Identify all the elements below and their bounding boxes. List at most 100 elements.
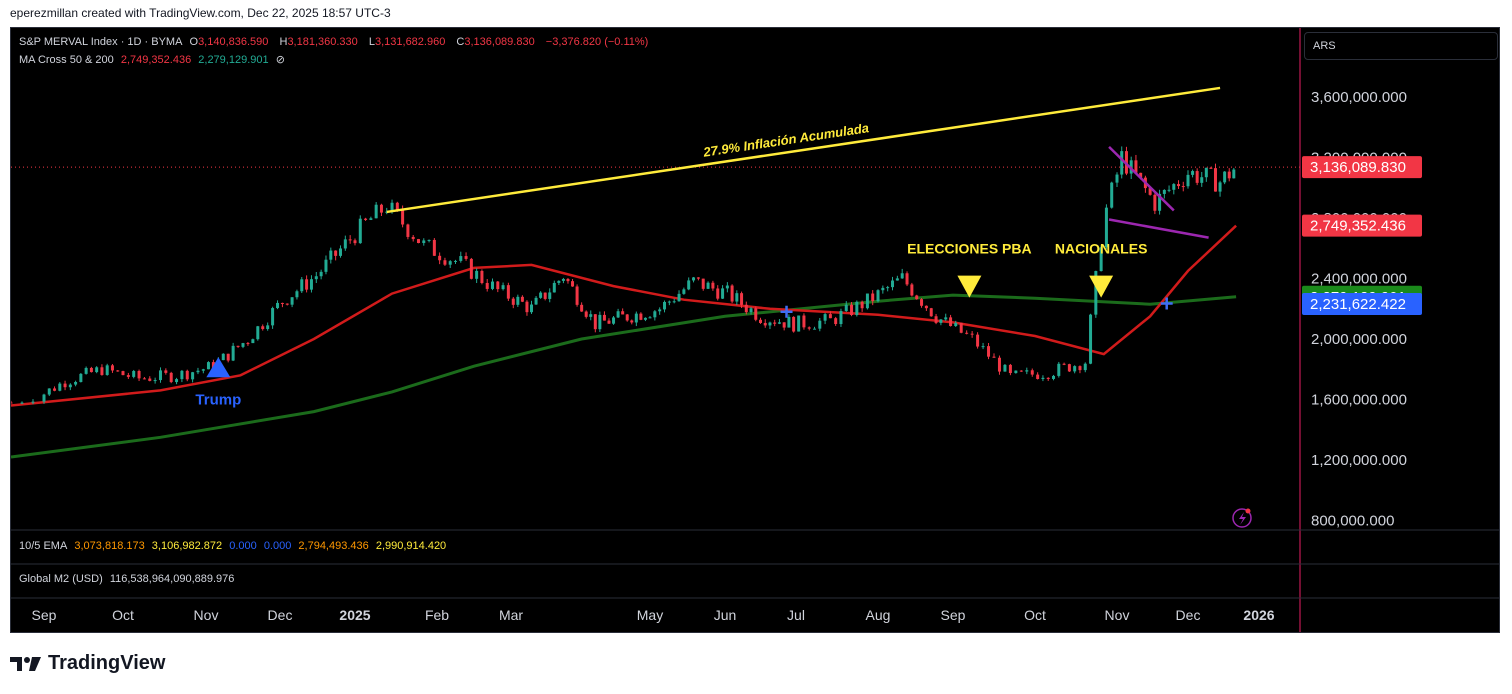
candle — [639, 312, 643, 321]
candle — [886, 285, 890, 292]
candle-body — [834, 318, 838, 325]
price-badge-label: 2,749,352.436 — [1310, 218, 1406, 235]
candle — [871, 290, 875, 306]
candle-body — [648, 317, 652, 319]
candle-body — [1110, 182, 1114, 208]
tradingview-logo[interactable]: TradingView — [10, 652, 165, 675]
candle — [744, 301, 748, 315]
candle-body — [501, 285, 505, 290]
candle-body — [934, 316, 938, 323]
candle — [295, 289, 299, 300]
candle-body — [11, 402, 13, 404]
candle-body — [687, 280, 691, 290]
candle-body — [787, 316, 791, 328]
candle-body — [607, 320, 611, 324]
candle-body — [1052, 375, 1056, 379]
candle — [164, 368, 168, 375]
open-value: 3,140,836.590 — [198, 36, 269, 48]
candle — [314, 271, 318, 284]
candle — [850, 301, 854, 317]
event-arrow-icon — [957, 275, 982, 298]
candle — [1083, 362, 1087, 373]
candle-body — [1213, 168, 1217, 192]
candle-body — [1099, 247, 1103, 272]
candle — [1191, 169, 1195, 178]
candle — [348, 235, 352, 244]
brand-name: TradingView — [48, 652, 166, 674]
candle — [148, 376, 152, 382]
price-chart[interactable]: 3,600,000.0003,200,000.0002,800,000.0002… — [11, 28, 1500, 633]
candle — [865, 293, 869, 310]
candle-body — [459, 256, 463, 261]
candle-body — [241, 343, 245, 347]
currency-selector[interactable]: ARS — [1304, 32, 1498, 60]
candle-body — [1209, 167, 1213, 169]
ma-cross-marker — [1160, 297, 1173, 310]
candle-body — [716, 288, 720, 299]
symbol-legend: S&P MERVAL Index · 1D · BYMA O3,140,836.… — [19, 36, 649, 48]
candle — [169, 371, 173, 384]
candle-body — [110, 365, 114, 371]
candle-body — [706, 282, 710, 289]
candle — [949, 314, 953, 327]
candle-body — [891, 280, 895, 288]
candle-body — [525, 301, 529, 313]
candle — [364, 217, 368, 221]
candle-body — [196, 370, 200, 373]
m2-legend[interactable]: Global M2 (USD) 116,538,964,090,889.976 — [19, 573, 238, 585]
candle — [1158, 189, 1162, 215]
candle-body — [1008, 364, 1012, 374]
candle-body — [116, 370, 120, 372]
candle-body — [802, 315, 806, 328]
candle-body — [236, 345, 240, 347]
candle-body — [561, 278, 565, 281]
x-tick-label: Nov — [194, 607, 219, 623]
y-tick-label: 2,400,000.000 — [1311, 271, 1407, 288]
candle-body — [1227, 171, 1231, 179]
candle-body — [343, 239, 347, 249]
m2-name: Global M2 (USD) — [19, 573, 103, 585]
candle-body — [1030, 370, 1034, 375]
candle-body — [658, 309, 662, 312]
x-tick-label: Nov — [1105, 607, 1130, 623]
candle-body — [965, 332, 969, 334]
candle-body — [121, 371, 125, 376]
candle — [716, 285, 720, 301]
ema-name: 10/5 EMA — [19, 540, 68, 552]
chart-panel[interactable]: 3,600,000.0003,200,000.0002,800,000.0002… — [10, 27, 1500, 633]
x-tick-label: Jun — [714, 607, 737, 623]
ma-cross-legend[interactable]: MA Cross 50 & 200 2,749,352.436 2,279,12… — [19, 53, 289, 66]
candle-body — [1204, 167, 1208, 178]
ema-legend[interactable]: 10/5 EMA 3,073,818.173 3,106,982.872 0.0… — [19, 540, 450, 552]
candle-body — [454, 260, 457, 262]
candle-body — [334, 250, 338, 256]
candle — [84, 366, 88, 375]
change-value: −3,376.820 (−0.11%) — [545, 36, 649, 48]
candle — [630, 319, 634, 325]
candle-body — [1167, 189, 1171, 191]
candle — [1124, 146, 1128, 176]
candle-body — [58, 383, 62, 391]
nacionales-label: NACIONALES — [1055, 241, 1148, 257]
wedge-lower-line — [1108, 218, 1209, 239]
candle-body — [185, 370, 189, 380]
candle-body — [1232, 169, 1236, 179]
hidden-eye-icon[interactable]: ⊘ — [275, 54, 285, 66]
candle-body — [1177, 184, 1181, 187]
candle-body — [844, 304, 848, 312]
candle-body — [584, 311, 588, 317]
y-tick-label: 1,600,000.000 — [1311, 392, 1407, 409]
candles — [11, 146, 1236, 405]
candle-body — [132, 371, 136, 377]
candle-body — [309, 279, 313, 290]
candle-body — [319, 271, 323, 277]
price-badge — [1302, 214, 1422, 237]
candle — [58, 382, 62, 392]
symbol-name[interactable]: S&P MERVAL Index · 1D · BYMA — [19, 36, 183, 48]
candle-body — [290, 297, 294, 305]
candle — [427, 239, 431, 243]
candle — [777, 319, 781, 325]
candle — [116, 370, 120, 372]
candle — [422, 238, 426, 246]
candle-body — [557, 280, 561, 283]
